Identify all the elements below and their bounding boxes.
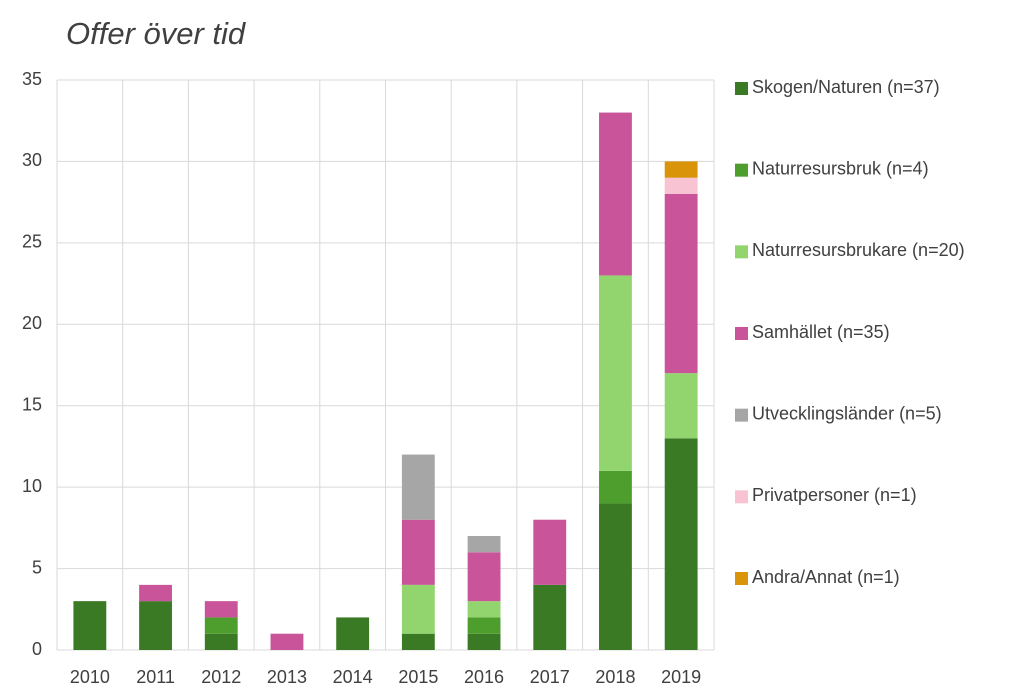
legend-label: Andra/Annat (n=1): [752, 567, 900, 587]
y-tick-label: 25: [22, 232, 42, 252]
legend-label: Naturresursbruk (n=4): [752, 158, 929, 178]
bar-segment: [467, 552, 501, 602]
x-tick-label: 2018: [595, 667, 635, 687]
x-tick-label: 2011: [136, 667, 175, 687]
x-tick-label: 2014: [333, 667, 373, 687]
y-tick-label: 0: [32, 639, 42, 659]
legend-label: Privatpersoner (n=1): [752, 485, 917, 505]
chart-title: Offer över tid: [66, 16, 247, 51]
bar-segment: [664, 373, 698, 439]
legend-label: Naturresursbrukare (n=20): [752, 240, 965, 260]
y-tick-label: 30: [22, 150, 42, 170]
legend-label: Skogen/Naturen (n=37): [752, 77, 940, 97]
bar-segment: [467, 536, 501, 553]
legend-label: Utvecklingsländer (n=5): [752, 403, 942, 423]
bar-segment: [664, 177, 698, 194]
x-tick-label: 2017: [530, 667, 570, 687]
legend-swatch: [735, 408, 748, 422]
legend-swatch: [735, 327, 748, 340]
x-tick-label: 2012: [201, 667, 241, 687]
bar-segment: [467, 633, 501, 650]
y-tick-label: 10: [22, 476, 42, 496]
bar-segment: [139, 601, 172, 650]
bar-segment: [139, 584, 172, 602]
bar-segment: [204, 617, 238, 634]
y-tick-label: 5: [32, 557, 42, 577]
bar-segment: [599, 470, 632, 504]
y-tick-label: 20: [22, 313, 42, 333]
x-tick-label: 2016: [464, 667, 504, 687]
bar-segment: [664, 161, 698, 178]
legend-swatch: [735, 245, 748, 259]
x-tick-label: 2019: [661, 667, 701, 687]
bar-segment: [401, 519, 435, 585]
bar-segment: [204, 633, 238, 650]
legend-label: Samhället (n=35): [752, 322, 890, 342]
legend-swatch: [735, 82, 748, 95]
bar-segment: [664, 438, 698, 650]
legend-swatch: [735, 490, 748, 504]
bar-segment: [401, 633, 435, 650]
bar-segment: [336, 617, 370, 650]
bar-segment: [664, 194, 698, 374]
bar-segment: [270, 633, 304, 650]
bar-segment: [73, 601, 107, 650]
bar-segment: [401, 454, 435, 520]
bar-segment: [533, 584, 567, 650]
x-tick-label: 2015: [398, 667, 438, 687]
legend-swatch: [735, 572, 748, 585]
bar-segment: [401, 584, 435, 634]
x-tick-label: 2010: [70, 667, 110, 687]
legend-swatch: [735, 163, 748, 177]
bar-segment: [533, 519, 567, 585]
bar-segment: [467, 617, 501, 634]
bar-segment: [204, 601, 238, 618]
y-tick-label: 35: [22, 69, 42, 89]
bar-segment: [467, 601, 501, 618]
x-tick-label: 2013: [267, 667, 307, 687]
y-tick-label: 15: [22, 394, 42, 414]
bar-segment: [599, 503, 632, 650]
bar-segment: [599, 275, 632, 471]
bar-segment: [599, 112, 632, 276]
